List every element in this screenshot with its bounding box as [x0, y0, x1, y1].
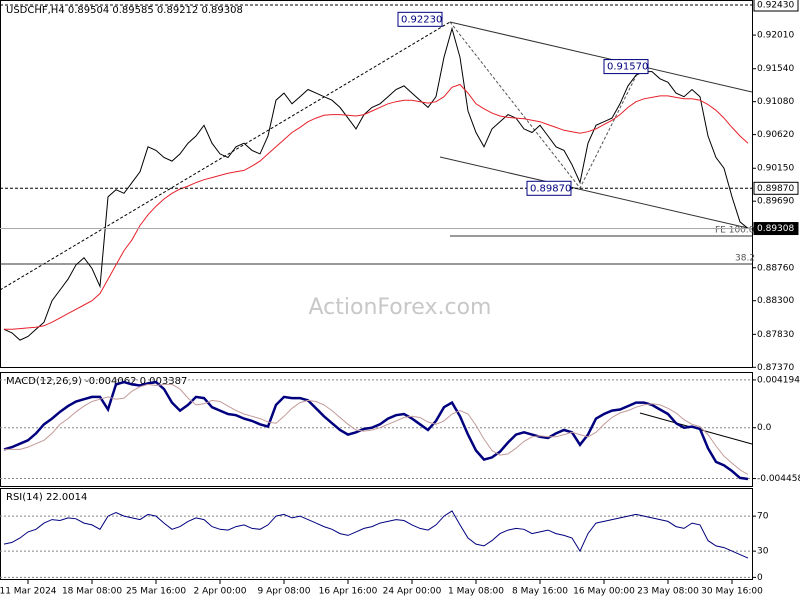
x-tick-label: 18 Mar 08:00 — [62, 587, 122, 597]
y-tick-label: 0.89690 — [757, 197, 794, 207]
y-tick-label: 0.004194 — [757, 375, 800, 385]
level-label: 0.89870 — [757, 184, 794, 194]
y-tick-label: 0.88300 — [757, 296, 794, 306]
series-line — [3, 26, 749, 341]
series-line — [4, 383, 749, 475]
y-tick-label: 0.91080 — [757, 97, 794, 107]
x-tick-label: 16 May 00:00 — [573, 587, 635, 597]
x-tick-label: 23 May 08:00 — [637, 587, 699, 597]
macd-title: MACD(12,26,9) -0.004062 0.003387 — [6, 376, 187, 387]
y-tick-label: 0.87370 — [757, 363, 794, 373]
channel-line — [439, 156, 753, 230]
y-tick-label: -0.004458 — [757, 474, 800, 484]
macd-panel — [0, 372, 753, 487]
y-tick-label: 0.87830 — [757, 330, 794, 340]
x-tick-label: 11 Mar 2024 — [0, 587, 57, 597]
level-label: 0.89308 — [757, 224, 794, 234]
level-label: 0.92430 — [757, 1, 794, 11]
annotation-label: 0.92230 — [401, 14, 442, 25]
x-tick-label: 9 Apr 08:00 — [258, 587, 311, 597]
chart-title: USDCHF,H4 0.89504 0.89585 0.89212 0.8930… — [6, 5, 243, 16]
annotation-box — [526, 180, 572, 196]
x-tick-label: 30 May 16:00 — [701, 587, 763, 597]
x-tick-label: 8 May 16:00 — [512, 587, 568, 597]
annotation-label: 0.89870 — [530, 183, 571, 194]
y-tick-label: 0.0 — [757, 423, 772, 433]
rsi-panel — [0, 488, 753, 580]
level-box — [753, 0, 799, 12]
level-box — [753, 181, 799, 195]
annotation-box — [397, 11, 443, 27]
x-tick-label: 24 Apr 00:00 — [383, 587, 442, 597]
x-tick-label: 25 Mar 16:00 — [126, 587, 186, 597]
series-line — [3, 510, 749, 559]
x-tick-label: 16 Apr 16:00 — [319, 587, 378, 597]
watermark: ActionForex.com — [309, 295, 492, 320]
x-tick-label: 2 Apr 00:00 — [194, 587, 247, 597]
y-tick-label: 70 — [757, 512, 769, 522]
y-tick-label: 0.90150 — [757, 164, 794, 174]
y-tick-label: 30 — [757, 547, 769, 557]
annotation-label: 0.91570 — [607, 62, 648, 73]
rsi-title: RSI(14) 22.0014 — [6, 492, 87, 503]
x-tick-label: 1 May 08:00 — [448, 587, 504, 597]
series-line — [3, 380, 749, 481]
annotation-box — [603, 59, 649, 75]
y-tick-label: 0.90620 — [757, 130, 794, 140]
fib-label: 38.2 — [735, 254, 755, 264]
channel-line — [449, 21, 753, 93]
y-tick-label: 0.88760 — [757, 263, 794, 273]
price-panel — [0, 0, 753, 368]
fe-label: FE 100.0 — [715, 226, 755, 236]
y-tick-label: 0 — [757, 573, 763, 583]
level-box — [753, 222, 799, 236]
y-tick-label: 0.92010 — [757, 31, 794, 41]
series-line — [4, 83, 749, 330]
y-tick-label: 0.91540 — [757, 64, 794, 74]
